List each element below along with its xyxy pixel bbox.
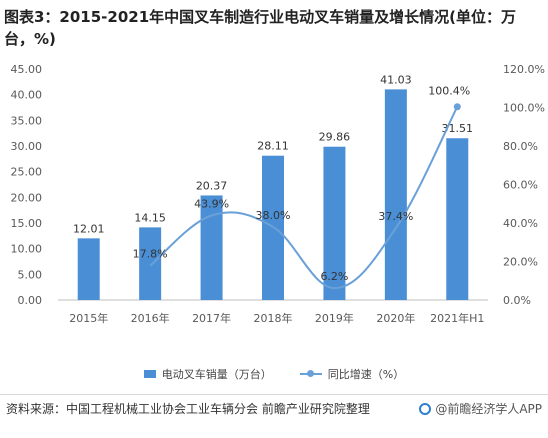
legend: 电动叉车销量（万台） 同比增速（%） [0, 366, 548, 382]
y2-tick-label: 80.0% [503, 140, 538, 153]
bar-value-label: 41.03 [380, 73, 412, 86]
brand: @前瞻经济学人APP [419, 400, 542, 417]
line-series: 17.8% 43.9% 38.0% 6.2% 37.4% 100.4% [133, 85, 470, 290]
chart: 0.00 5.00 10.00 15.00 20.00 25.00 30.00 35.00 40… [11, 63, 545, 325]
y-tick-label: 15.00 [11, 217, 43, 230]
y-axis-left: 0.00 5.00 10.00 15.00 20.00 25.00 30.00 35.00 40… [11, 63, 43, 307]
y-tick-label: 25.00 [11, 166, 43, 179]
x-tick-label: 2018年 [254, 311, 293, 325]
legend-bar-swatch [143, 370, 156, 378]
brand-text: @前瞻经济学人APP [435, 402, 542, 416]
y2-tick-label: 40.0% [503, 217, 538, 230]
bar-value-label: 20.37 [196, 179, 228, 192]
line-value-label: 17.8% [133, 248, 168, 261]
y-tick-label: 10.00 [11, 243, 43, 256]
bar [200, 195, 223, 300]
line-point [453, 103, 461, 111]
bar [446, 138, 469, 300]
line-value-label: 43.9% [194, 197, 229, 210]
bar-value-label: 29.86 [319, 131, 351, 144]
y-tick-label: 40.00 [11, 89, 43, 102]
x-axis: 2015年 2016年 2017年 2018年 2019年 2020年 2021年H1 [69, 311, 484, 325]
source-text: 资料来源：中国工程机械工业协会工业车辆分会 前瞻产业研究院整理 [6, 402, 370, 416]
bar [77, 238, 100, 300]
x-tick-label: 2015年 [69, 311, 108, 325]
y-tick-label: 0.00 [18, 294, 43, 307]
y-tick-label: 20.00 [11, 191, 43, 204]
legend-item-bar: 电动叉车销量（万台） [143, 366, 272, 382]
y2-tick-label: 120.0% [503, 63, 545, 76]
legend-bar-label: 电动叉车销量（万台） [161, 368, 272, 381]
x-tick-label: 2020年 [376, 311, 415, 325]
chart-title: 图表3：2015-2021年中国叉车制造行业电动叉车销量及增长情况(单位：万台，… [4, 8, 517, 48]
bar-value-label: 14.15 [134, 211, 166, 224]
legend-line-swatch [299, 369, 322, 379]
line-value-label: 37.4% [378, 210, 413, 223]
y2-tick-label: 20.0% [503, 256, 538, 269]
line-value-label: 6.2% [320, 270, 348, 283]
x-tick-label: 2016年 [131, 311, 170, 325]
y-tick-label: 30.00 [11, 140, 43, 153]
bar-value-label: 28.11 [257, 140, 289, 153]
y-tick-label: 45.00 [11, 63, 43, 76]
legend-item-line: 同比增速（%） [299, 366, 405, 382]
y2-tick-label: 0.0% [503, 294, 531, 307]
y-axis-right: 0.0% 20.0% 40.0% 60.0% 80.0% 100.0% 120.0% [503, 63, 545, 307]
y2-tick-label: 60.0% [503, 179, 538, 192]
y-tick-label: 35.00 [11, 114, 43, 127]
y2-tick-label: 100.0% [503, 102, 545, 115]
bar [139, 227, 162, 300]
line-value-label: 100.4% [428, 85, 470, 98]
growth-line [149, 106, 459, 290]
legend-line-label: 同比增速（%） [327, 368, 405, 381]
footer-divider [0, 394, 548, 395]
bar [323, 146, 346, 300]
y-tick-label: 5.00 [18, 268, 43, 281]
bar [384, 89, 407, 300]
x-tick-label: 2019年 [315, 311, 354, 325]
x-tick-label: 2017年 [192, 311, 231, 325]
x-tick-label: 2021年H1 [430, 311, 484, 325]
bar-value-label: 12.01 [73, 222, 105, 235]
brand-logo-icon [419, 402, 432, 415]
line-value-label: 38.0% [256, 209, 291, 222]
footer: 资料来源：中国工程机械工业协会工业车辆分会 前瞻产业研究院整理 @前瞻经济学人A… [6, 400, 542, 417]
